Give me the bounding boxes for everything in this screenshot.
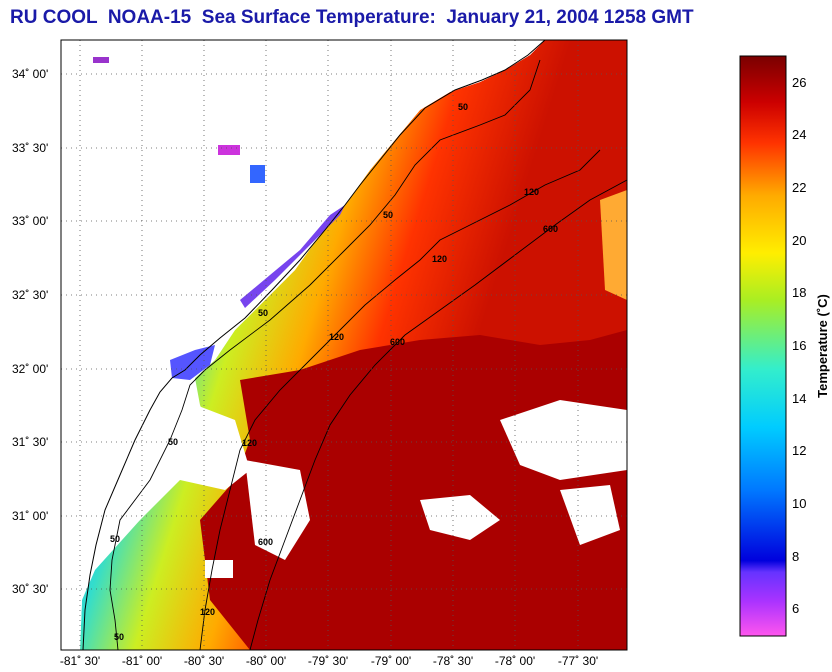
cloud-gap: [560, 485, 620, 545]
cloud-gap: [205, 560, 233, 578]
lat-axis: 34˚ 00' 33˚ 30' 33˚ 00' 32˚ 30' 32˚ 00' …: [12, 67, 48, 596]
isobath-600: [249, 179, 627, 650]
lon-tick-label: -79˚ 00': [371, 654, 411, 668]
contour-label: 600: [543, 224, 558, 234]
colorbar-tick-label: 12: [792, 443, 806, 458]
isobath-120: [199, 149, 601, 650]
contour-label: 50: [258, 308, 268, 318]
colorbar-tick-label: 26: [792, 75, 806, 90]
contour-label: 600: [390, 337, 405, 347]
colorbar-tick-label: 20: [792, 233, 806, 248]
lon-tick-label: -77˚ 30': [558, 654, 598, 668]
colorbar: 26 24 22 20 18 16 14 12 10 8 6 Temperatu…: [739, 55, 830, 637]
contour-label: 50: [168, 437, 178, 447]
lon-tick-label: -81˚ 30': [60, 654, 100, 668]
colorbar-label: Temperature (˚C): [815, 294, 830, 398]
lat-tick-label: 31˚ 00': [12, 509, 48, 523]
lon-tick-label: -79˚ 30': [308, 654, 348, 668]
cloud-gap: [420, 495, 500, 540]
lon-tick-label: -80˚ 00': [246, 654, 286, 668]
map-title: RU COOL NOAA-15 Sea Surface Temperature:…: [10, 7, 694, 28]
coastal-fringe: [240, 205, 345, 308]
lat-tick-label: 33˚ 30': [12, 141, 48, 155]
colorbar-tick-label: 18: [792, 285, 806, 300]
lat-tick-label: 33˚ 00': [12, 214, 48, 228]
cloud-gap: [500, 400, 627, 480]
cloud-patch: [218, 145, 240, 155]
lon-tick-label: -80˚ 30': [184, 654, 224, 668]
lat-tick-label: 32˚ 00': [12, 362, 48, 376]
isobath-50: [109, 59, 541, 650]
contour-label: 120: [329, 332, 344, 342]
lon-axis: -81˚ 30' -81˚ 00' -80˚ 30' -80˚ 00' -79˚…: [60, 654, 598, 668]
contour-label: 50: [110, 534, 120, 544]
colorbar-tick-label: 8: [792, 549, 799, 564]
lat-tick-label: 32˚ 30': [12, 288, 48, 302]
colorbar-tick-label: 14: [792, 391, 806, 406]
contour-labels: 50 50 50 50 50 50 120 120 120 120 120 60…: [110, 102, 558, 642]
cloud-patch: [250, 165, 265, 183]
contour-label: 120: [524, 187, 539, 197]
lat-tick-label: 31˚ 30': [12, 435, 48, 449]
contour-label: 120: [200, 607, 215, 617]
cloud-gap: [245, 460, 310, 560]
plot-frame: [60, 39, 628, 651]
contour-label: 50: [383, 210, 393, 220]
colorbar-tick-label: 22: [792, 180, 806, 195]
colorbar-scale: [739, 55, 787, 637]
coastline: [82, 40, 546, 650]
colorbar-tick-label: 6: [792, 601, 799, 616]
contour-label: 600: [258, 537, 273, 547]
gulf-stream-core: [200, 330, 627, 650]
colorbar-tick-label: 10: [792, 496, 806, 511]
contour-label: 120: [242, 438, 257, 448]
contour-label: 120: [432, 254, 447, 264]
graticule: [61, 40, 627, 650]
cloud-gap: [600, 190, 627, 300]
contour-label: 50: [458, 102, 468, 112]
colorbar-tick-label: 24: [792, 127, 806, 142]
land-area: [61, 40, 545, 650]
lat-tick-label: 34˚ 00': [12, 67, 48, 81]
lat-tick-label: 30˚ 30': [12, 582, 48, 596]
lon-tick-label: -78˚ 30': [433, 654, 473, 668]
lon-tick-label: -81˚ 00': [122, 654, 162, 668]
lon-tick-label: -78˚ 00': [495, 654, 535, 668]
colorbar-tick-label: 16: [792, 338, 806, 353]
colorbar-ticks: 26 24 22 20 18 16 14 12 10 8 6: [792, 75, 806, 616]
contour-label: 50: [114, 632, 124, 642]
cloud-patch: [93, 57, 109, 63]
